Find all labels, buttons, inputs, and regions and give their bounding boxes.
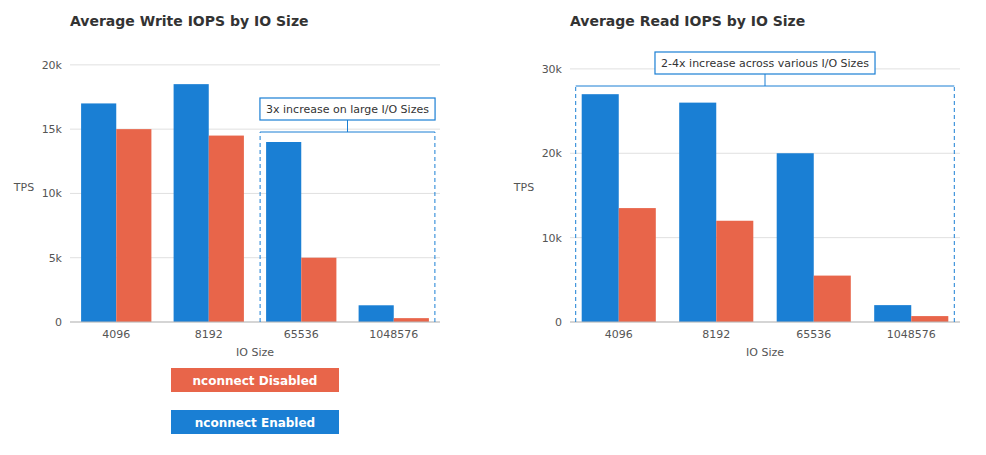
bar [394,318,429,322]
chart-title: Average Write IOPS by IO Size [70,13,309,29]
y-tick-label: 10k [42,187,63,200]
annotation-text: 2-4x increase across various I/O Sizes [661,57,869,70]
x-tick-label: 4096 [605,328,633,341]
y-tick-label: 5k [49,252,63,265]
x-tick-label: 65536 [796,328,831,341]
grid-line [570,153,960,154]
bracket-line [260,132,261,322]
figure: Average Write IOPS by IO Size 0 5k 10k 15k 20… [0,0,986,455]
x-tick-label: 1048576 [887,328,936,341]
annotation-box [260,98,435,120]
bracket-line [954,86,955,322]
bracket-line [347,120,348,132]
x-tick-label: 4096 [102,328,130,341]
y-tick-label: 0 [55,316,62,329]
grid-line [70,322,440,323]
bar [301,258,336,322]
x-axis-line [70,322,440,323]
bar [81,103,116,322]
bar [777,153,814,322]
bar [266,142,301,322]
x-axis-line [570,322,960,323]
bracket-line [575,86,576,322]
grid-line [570,322,960,323]
y-axis-label: TPS [13,181,34,194]
x-tick-label: 65536 [284,328,319,341]
y-tick-label: 10k [542,232,563,245]
bar [619,208,656,322]
y-tick-label: 15k [42,123,63,136]
legend: nconnect Disabled nconnect Enabled [171,368,339,434]
x-axis-label: IO Size [746,346,784,359]
legend-label: nconnect Enabled [195,416,315,430]
bar [209,136,244,322]
bar [116,129,151,322]
bracket-line [434,132,435,322]
annotation: 3x increase on large I/O Sizes [260,98,435,322]
chart-panel: Average Write IOPS by IO Size 0 5k 10k 15k 20… [13,13,440,359]
bars [582,94,949,322]
chart-title: Average Read IOPS by IO Size [570,13,805,29]
bar [679,103,716,322]
x-tick-label: 1048576 [369,328,418,341]
bar [814,276,851,322]
x-tick-label: 8192 [195,328,223,341]
y-tick-label: 0 [555,316,562,329]
legend-swatch [171,410,339,434]
bar [874,305,911,322]
y-tick-label: 20k [42,59,63,72]
chart-panel: Average Read IOPS by IO Size 0 10k 20k 30k TP… [513,13,960,359]
y-axis-label: TPS [513,181,534,194]
bar [911,316,948,322]
bar [174,84,209,322]
y-tick-label: 30k [542,63,563,76]
x-axis-label: IO Size [236,346,274,359]
bar [582,94,619,322]
grid-line [70,64,440,65]
x-tick-label: 8192 [702,328,730,341]
legend-label: nconnect Disabled [193,374,318,388]
annotation: 2-4x increase across various I/O Sizes [576,52,955,322]
bar [359,305,394,322]
y-tick-label: 20k [542,147,563,160]
legend-swatch [171,368,339,392]
bar [716,221,753,322]
annotation-box [655,52,875,74]
annotation-text: 3x increase on large I/O Sizes [266,103,429,116]
bracket-line [765,74,766,86]
